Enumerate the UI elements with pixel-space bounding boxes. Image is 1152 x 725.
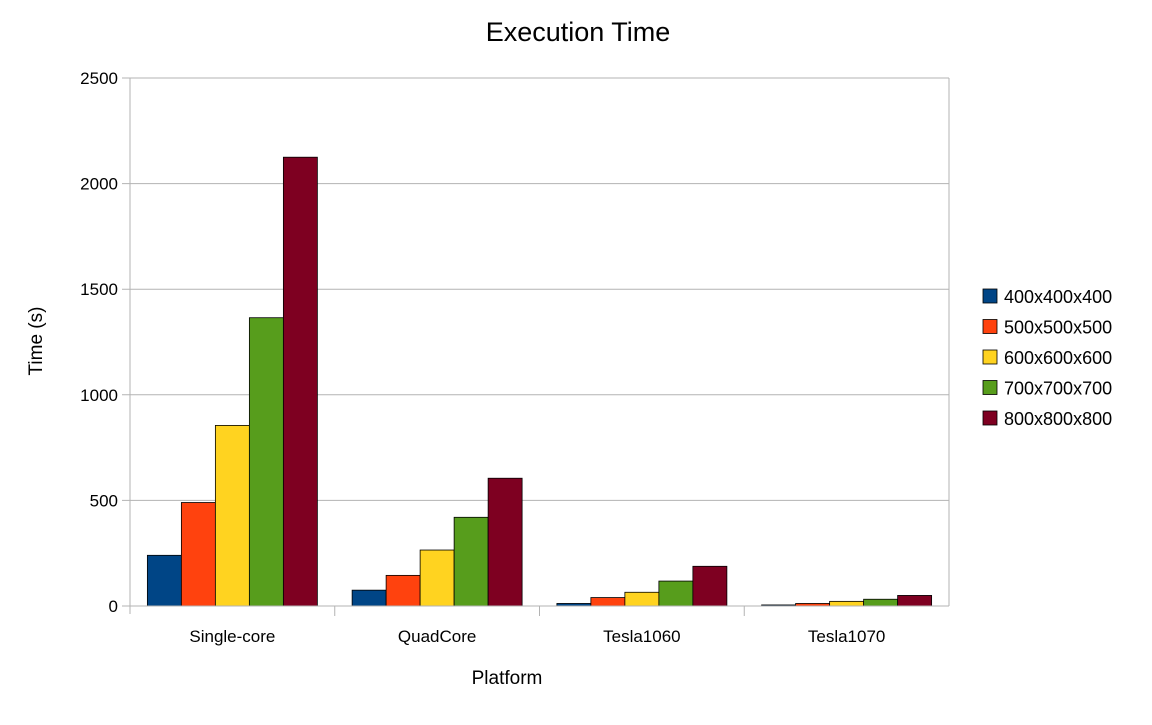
- y-tick-label: 2500: [80, 69, 118, 88]
- y-tick-label: 1500: [80, 280, 118, 299]
- legend-swatch: [982, 288, 998, 304]
- bar-800x800x800-Tesla1060: [692, 565, 728, 607]
- legend-label: 600x600x600: [1004, 348, 1112, 368]
- legend-swatch: [982, 349, 998, 365]
- y-axis-title: Time (s): [26, 307, 47, 376]
- y-tick-label: 0: [109, 597, 118, 616]
- bar-400x400x400-QuadCore: [351, 589, 387, 607]
- bar-400x400x400-Single-core: [146, 554, 182, 607]
- bars: [146, 156, 933, 607]
- bar-500x500x500-Single-core: [180, 502, 216, 607]
- bar-800x800x800-Tesla1070: [897, 595, 933, 607]
- bar-700x700x700-Single-core: [248, 317, 284, 607]
- legend-swatch: [982, 380, 998, 395]
- x-tick-labels: Single-core QuadCore Tesla1060 Tesla1070: [189, 627, 885, 646]
- legend-label: 500x500x500: [1004, 318, 1112, 338]
- y-tick-label: 2000: [80, 175, 118, 194]
- y-tick-label: 500: [90, 491, 118, 510]
- y-tick-label: 1000: [80, 386, 118, 405]
- bar-700x700x700-Tesla1070: [863, 598, 899, 607]
- bar-600x600x600-Single-core: [214, 425, 250, 607]
- legend-label: 700x700x700: [1004, 379, 1112, 399]
- x-axis-title: Platform: [472, 668, 543, 689]
- legend-swatch: [982, 410, 998, 426]
- x-tick-label: Tesla1070: [808, 627, 886, 646]
- bar-600x600x600-QuadCore: [419, 549, 455, 607]
- chart-title: Execution Time: [486, 17, 671, 47]
- x-tick-label: Single-core: [189, 627, 275, 646]
- legend: 400x400x400 500x500x500 600x600x600 700x700…: [982, 287, 1112, 429]
- legend-swatch: [982, 319, 998, 334]
- bar-800x800x800-Single-core: [282, 156, 318, 607]
- bar-500x500x500-Tesla1060: [590, 597, 626, 607]
- bar-800x800x800-QuadCore: [487, 477, 523, 607]
- x-tick-label: QuadCore: [398, 627, 476, 646]
- bar-600x600x600-Tesla1060: [624, 591, 660, 607]
- y-tick-labels: 0 500 1000 1500 2000 2500: [80, 69, 118, 616]
- bar-700x700x700-Tesla1060: [658, 580, 694, 607]
- legend-label: 400x400x400: [1004, 287, 1112, 307]
- axes: [122, 78, 950, 616]
- legend-label: 800x800x800: [1004, 409, 1112, 429]
- bar-600x600x600-Tesla1070: [829, 600, 865, 607]
- bar-500x500x500-QuadCore: [385, 574, 421, 607]
- x-tick-label: Tesla1060: [603, 627, 681, 646]
- bar-700x700x700-QuadCore: [453, 516, 489, 607]
